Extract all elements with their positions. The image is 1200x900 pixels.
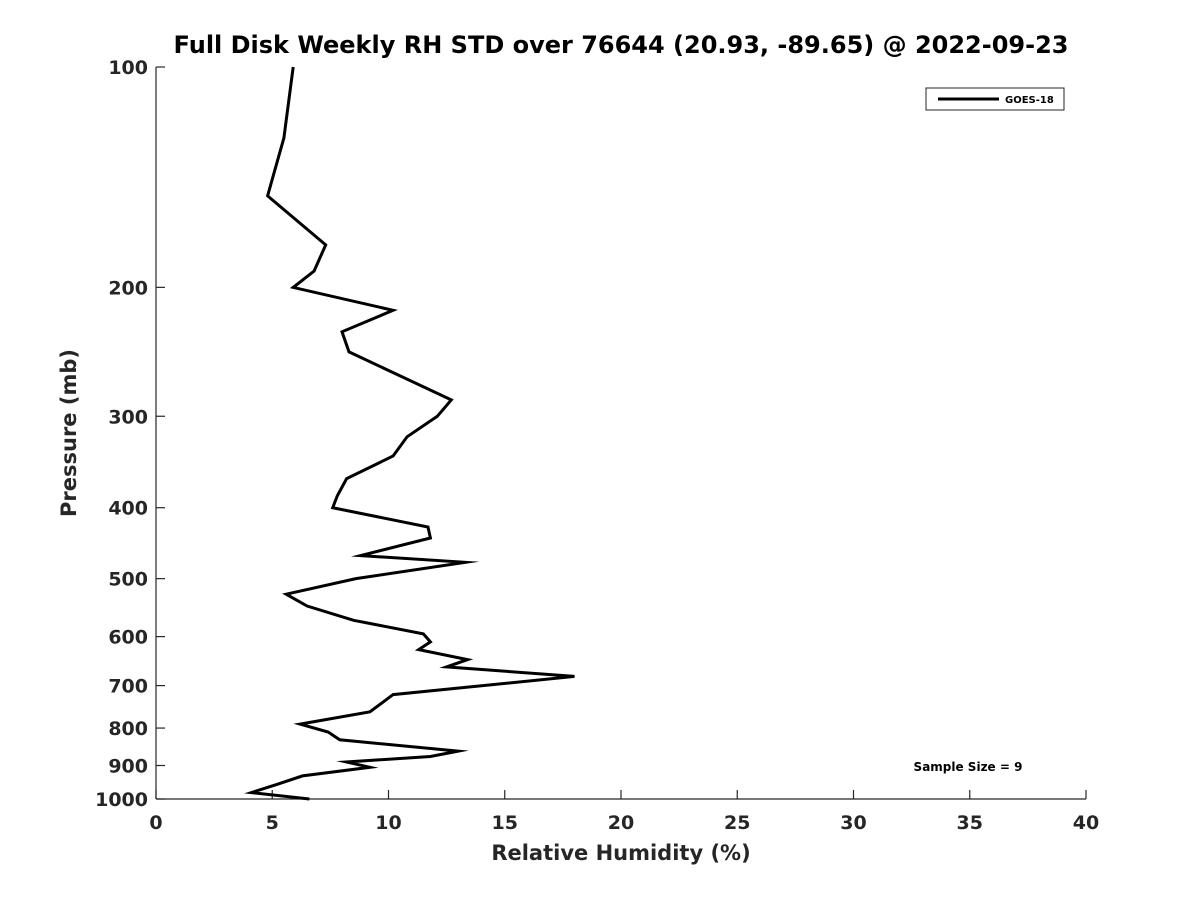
x-tick-label: 0 (149, 812, 162, 834)
x-tick-label: 35 (957, 812, 983, 834)
y-tick-label: 800 (108, 718, 148, 740)
y-tick-label: 700 (108, 676, 148, 698)
y-tick-label: 500 (108, 569, 148, 591)
y-tick-label: 200 (108, 277, 148, 299)
x-tick-label: 25 (724, 812, 750, 834)
x-ticks: 0 5 10 15 20 25 30 35 40 (149, 790, 1099, 834)
chart-title: Full Disk Weekly RH STD over 76644 (20.9… (174, 31, 1069, 59)
x-tick-label: 30 (840, 812, 866, 834)
plot-area (156, 67, 1086, 799)
x-tick-label: 10 (375, 812, 401, 834)
y-tick-label: 600 (108, 627, 148, 649)
legend: GOES-18 (925, 87, 1065, 111)
x-tick-label: 5 (266, 812, 279, 834)
y-tick-label: 300 (108, 406, 148, 428)
x-tick-label: 15 (492, 812, 518, 834)
x-tick-label: 20 (608, 812, 634, 834)
legend-label-goes-18: GOES-18 (1005, 95, 1054, 106)
y-tick-label: 900 (108, 756, 148, 778)
y-axis-label: Pressure (mb) (57, 349, 81, 517)
y-tick-label: 100 (108, 57, 148, 79)
y-tick-label: 400 (108, 498, 148, 520)
y-ticks: 100 200 300 400 500 600 700 800 900 1000 (95, 57, 165, 811)
x-axis-label: Relative Humidity (%) (491, 841, 750, 865)
series-line-goes-18 (244, 66, 575, 801)
series-layer (244, 66, 575, 801)
x-tick-label: 40 (1073, 812, 1099, 834)
sample-size-annotation: Sample Size = 9 (914, 760, 1023, 774)
y-tick-label: 1000 (95, 789, 148, 811)
